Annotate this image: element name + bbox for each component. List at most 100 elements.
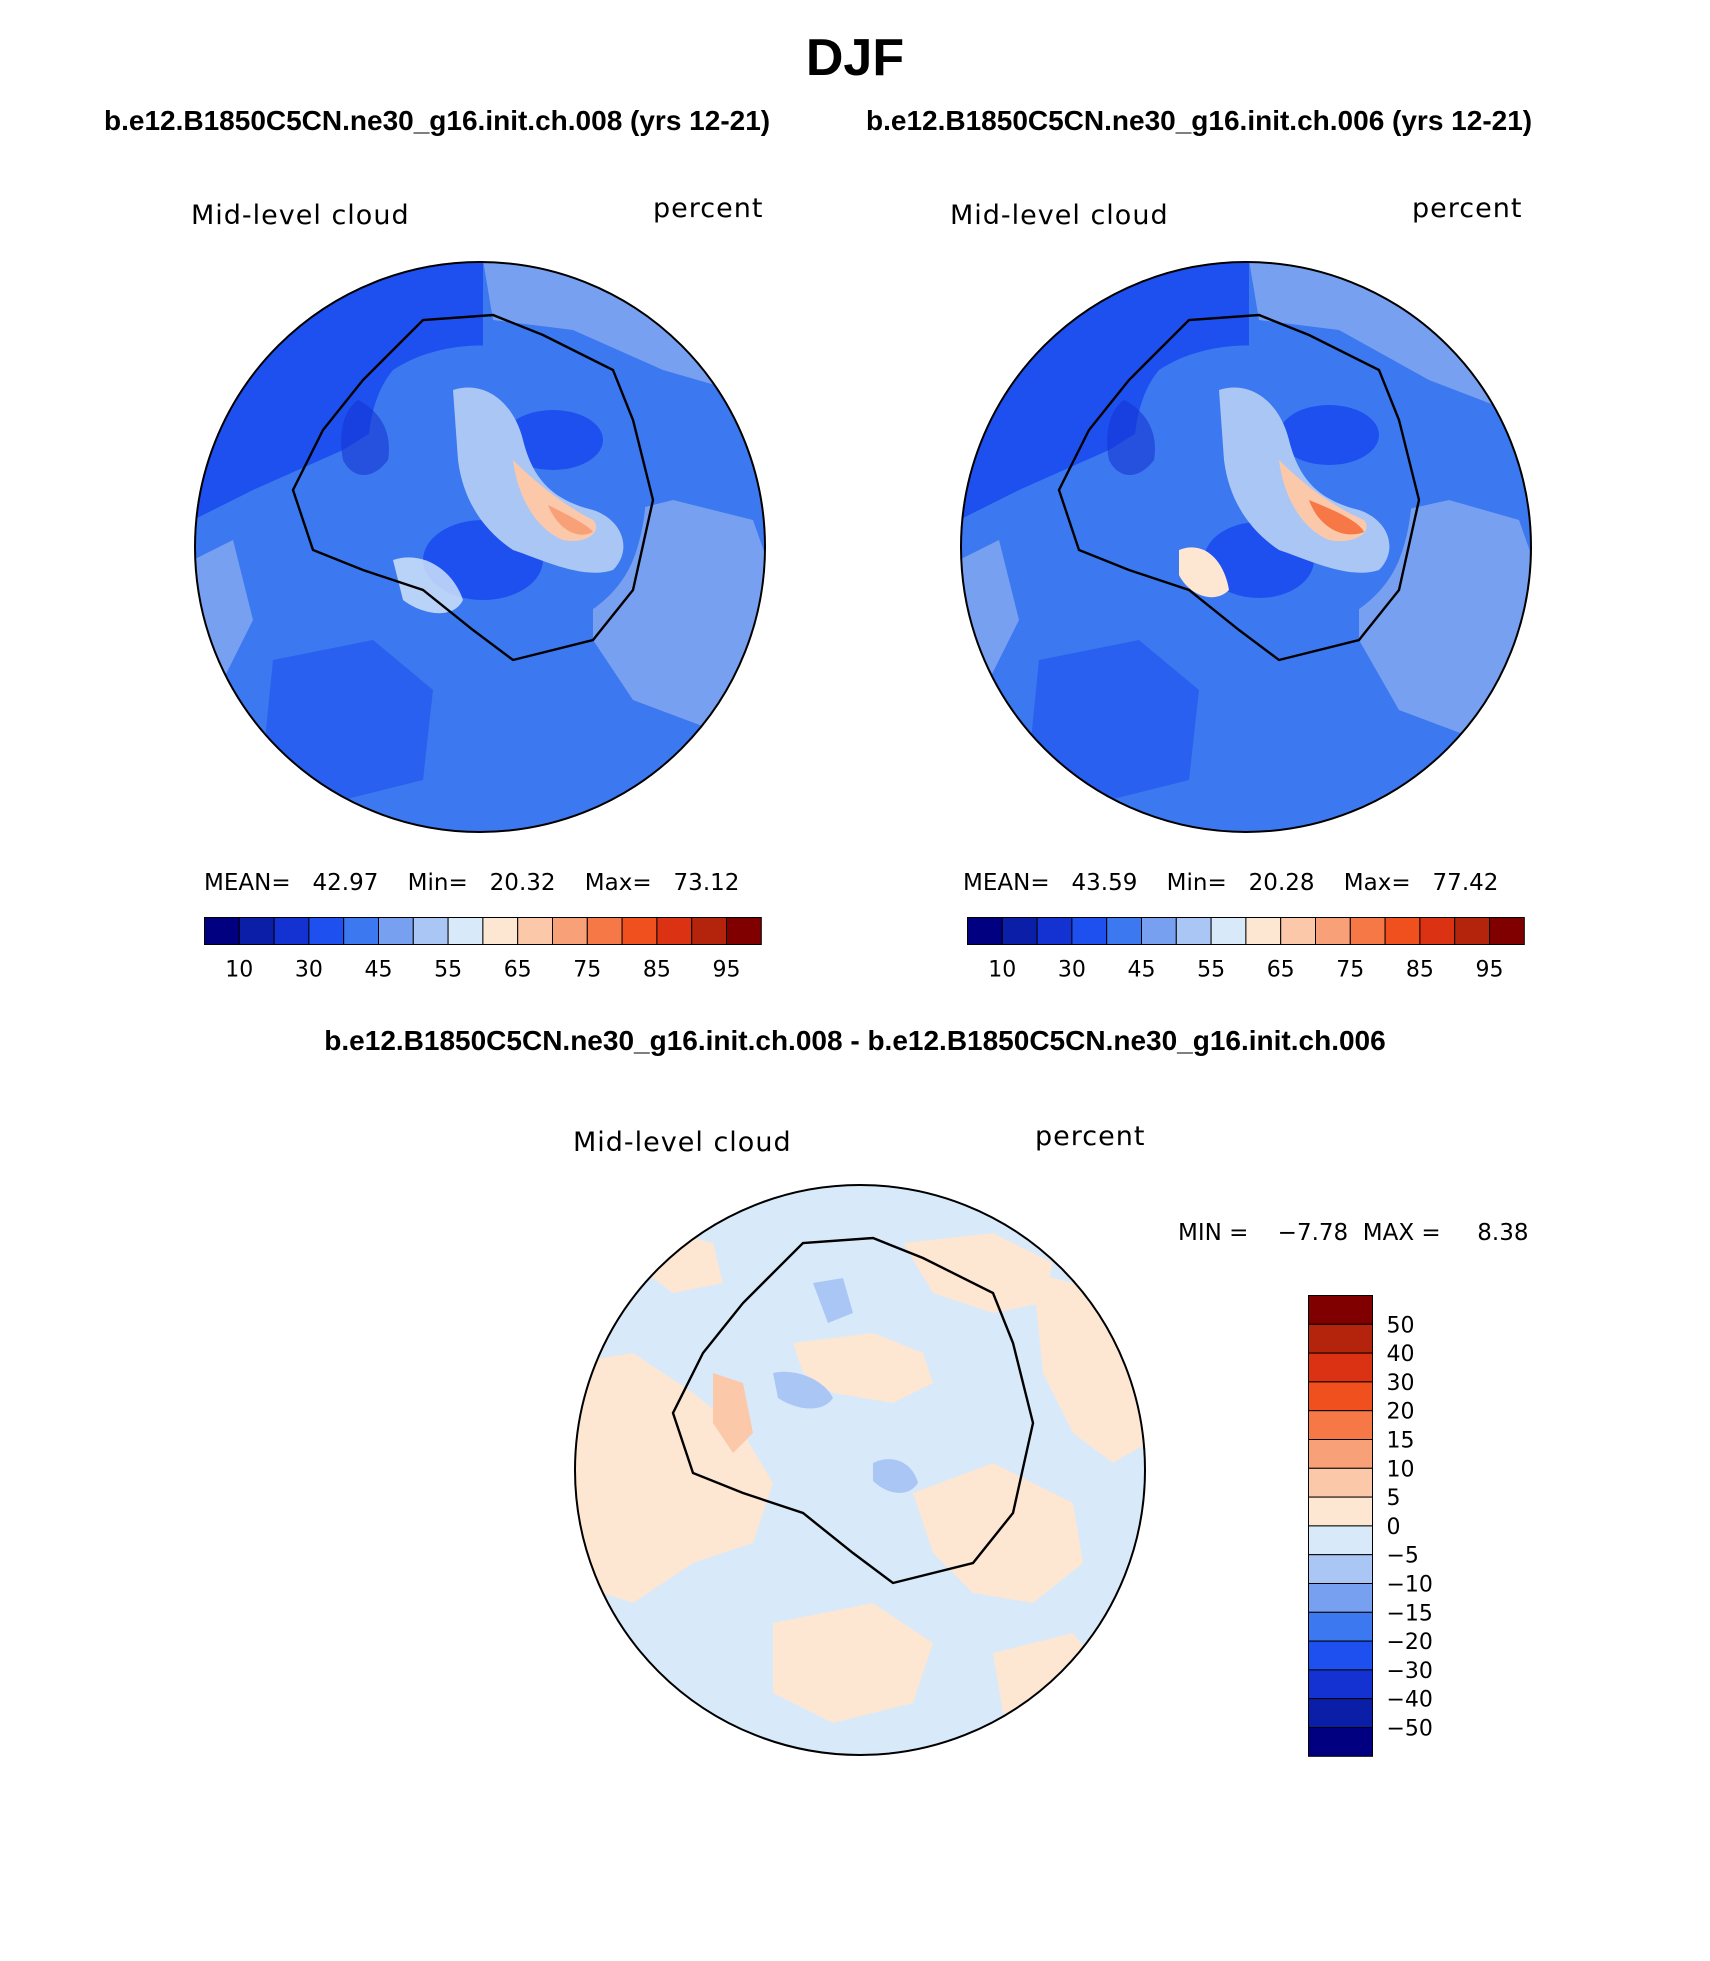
max-label: Max= bbox=[1343, 870, 1411, 896]
min-value: 20.32 bbox=[489, 870, 556, 896]
colorbar-swatch bbox=[1245, 917, 1282, 945]
colorbar-tick-label: 20 bbox=[1387, 1400, 1415, 1425]
mean-label: MEAN= bbox=[204, 870, 291, 896]
colorbar-swatch bbox=[308, 917, 345, 945]
page-title: DJF bbox=[805, 29, 905, 87]
mean-value: 43.59 bbox=[1071, 870, 1138, 896]
difference-title: b.e12.B1850C5CN.ne30_g16.init.ch.008 - b… bbox=[324, 1025, 1386, 1056]
colorbar-swatch bbox=[1489, 917, 1525, 945]
colorbar-swatch bbox=[1349, 917, 1386, 945]
colorbar-swatch bbox=[656, 917, 693, 945]
colorbar-swatch bbox=[552, 917, 588, 945]
max-label: Max= bbox=[584, 870, 652, 896]
case-title-right: b.e12.B1850C5CN.ne30_g16.init.ch.006 (yr… bbox=[866, 105, 1533, 136]
colorbar-swatch bbox=[1308, 1410, 1373, 1440]
colorbar-swatch bbox=[1454, 917, 1491, 945]
variable-label-left: Mid-level cloud bbox=[191, 200, 410, 231]
colorbar-swatch bbox=[1315, 917, 1351, 945]
colorbar-tick-label: 10 bbox=[225, 958, 253, 983]
colorbar-swatch bbox=[967, 917, 1003, 945]
colorbar-swatch bbox=[482, 917, 519, 945]
diff-max-label: MAX = bbox=[1362, 1220, 1441, 1246]
diff-min-label: MIN = bbox=[1178, 1220, 1249, 1246]
colorbar-swatch bbox=[1308, 1554, 1373, 1585]
colorbar-swatch bbox=[1210, 917, 1247, 945]
colorbar-swatch bbox=[1384, 917, 1421, 945]
mean-value: 42.97 bbox=[312, 870, 379, 896]
colorbar-swatch bbox=[1308, 1352, 1373, 1383]
diff-stats: MIN = −7.78 MAX = 8.38 bbox=[1178, 1220, 1528, 1246]
variable-label-diff: Mid-level cloud bbox=[573, 1127, 792, 1158]
diff-max-value: 8.38 bbox=[1477, 1220, 1529, 1246]
diff-min-value: −7.78 bbox=[1277, 1220, 1349, 1246]
colorbar-right: 10 30 45 55 65 75 85 95 bbox=[967, 917, 1525, 983]
colorbar-tick-label: 75 bbox=[573, 958, 601, 983]
colorbar-tick-label: 30 bbox=[1387, 1371, 1415, 1396]
colorbar-swatch bbox=[204, 917, 240, 945]
colorbar-tick-label: −5 bbox=[1387, 1544, 1419, 1569]
colorbar-swatch bbox=[1308, 1525, 1373, 1556]
colorbar-tick-label: 10 bbox=[1387, 1457, 1415, 1482]
stats-right: MEAN= 43.59 Min= 20.28 Max= 77.42 bbox=[963, 870, 1498, 896]
units-label-diff: percent bbox=[1035, 1121, 1146, 1152]
colorbar-swatch bbox=[691, 917, 728, 945]
colorbar-swatch bbox=[517, 917, 554, 945]
colorbar-tick-label: 40 bbox=[1387, 1342, 1415, 1367]
colorbar-swatch bbox=[1036, 917, 1073, 945]
colorbar-swatch bbox=[1106, 917, 1142, 945]
colorbar-swatch bbox=[1071, 917, 1108, 945]
colorbar-swatch bbox=[273, 917, 310, 945]
colorbar-tick-label: 75 bbox=[1336, 958, 1364, 983]
case-title-left: b.e12.B1850C5CN.ne30_g16.init.ch.008 (yr… bbox=[104, 105, 771, 136]
colorbar-tick-label: −20 bbox=[1387, 1630, 1433, 1655]
colorbar-swatch bbox=[1308, 1583, 1373, 1613]
colorbar-swatch bbox=[726, 917, 762, 945]
colorbar-tick-label: 95 bbox=[713, 958, 741, 983]
colorbar-swatch bbox=[586, 917, 623, 945]
colorbar-tick-label: 15 bbox=[1387, 1429, 1415, 1454]
colorbar-tick-label: −30 bbox=[1387, 1659, 1433, 1684]
units-label-left: percent bbox=[653, 193, 764, 224]
colorbar-swatch bbox=[412, 917, 449, 945]
colorbar-swatch bbox=[343, 917, 379, 945]
colorbar-swatch bbox=[1308, 1698, 1373, 1729]
colorbar-swatch bbox=[1175, 917, 1212, 945]
colorbar-swatch bbox=[1141, 917, 1177, 945]
colorbar-swatch bbox=[1280, 917, 1317, 945]
colorbar-tick-label: −15 bbox=[1387, 1601, 1433, 1626]
map-right bbox=[960, 261, 1532, 833]
colorbar-swatch bbox=[1308, 1295, 1373, 1325]
colorbar-tick-label: 65 bbox=[1267, 958, 1295, 983]
colorbar-tick-label: 65 bbox=[504, 958, 532, 983]
colorbar-swatch bbox=[1001, 917, 1038, 945]
colorbar-swatch bbox=[1308, 1640, 1373, 1671]
colorbar-swatch bbox=[1419, 917, 1456, 945]
colorbar-tick-label: 0 bbox=[1387, 1515, 1401, 1540]
colorbar-tick-label: 30 bbox=[295, 958, 323, 983]
colorbar-tick-label: 55 bbox=[1197, 958, 1225, 983]
colorbar-swatch bbox=[1308, 1467, 1373, 1498]
max-value: 73.12 bbox=[673, 870, 740, 896]
colorbar-tick-label: 45 bbox=[365, 958, 393, 983]
colorbar-swatch bbox=[1308, 1611, 1373, 1642]
variable-label-right: Mid-level cloud bbox=[950, 200, 1169, 231]
colorbar-tick-label: 45 bbox=[1128, 958, 1156, 983]
colorbar-swatch bbox=[1308, 1669, 1373, 1700]
colorbar-swatch bbox=[378, 917, 414, 945]
colorbar-left: 10 30 45 55 65 75 85 95 bbox=[204, 917, 762, 983]
colorbar-tick-label: −40 bbox=[1387, 1688, 1433, 1713]
colorbar-tick-label: 5 bbox=[1387, 1486, 1401, 1511]
colorbar-tick-label: 55 bbox=[434, 958, 462, 983]
units-label-right: percent bbox=[1412, 193, 1523, 224]
colorbar-tick-label: 85 bbox=[1406, 958, 1434, 983]
colorbar-tick-label: 85 bbox=[643, 958, 671, 983]
colorbar-tick-label: 30 bbox=[1058, 958, 1086, 983]
colorbar-swatch bbox=[1308, 1496, 1373, 1527]
stats-left: MEAN= 42.97 Min= 20.32 Max= 73.12 bbox=[204, 870, 739, 896]
map-difference bbox=[574, 1184, 1146, 1756]
map-left bbox=[194, 261, 766, 833]
colorbar-swatch bbox=[238, 917, 275, 945]
colorbar-swatch bbox=[1308, 1323, 1373, 1354]
colorbar-tick-label: −10 bbox=[1387, 1573, 1433, 1598]
